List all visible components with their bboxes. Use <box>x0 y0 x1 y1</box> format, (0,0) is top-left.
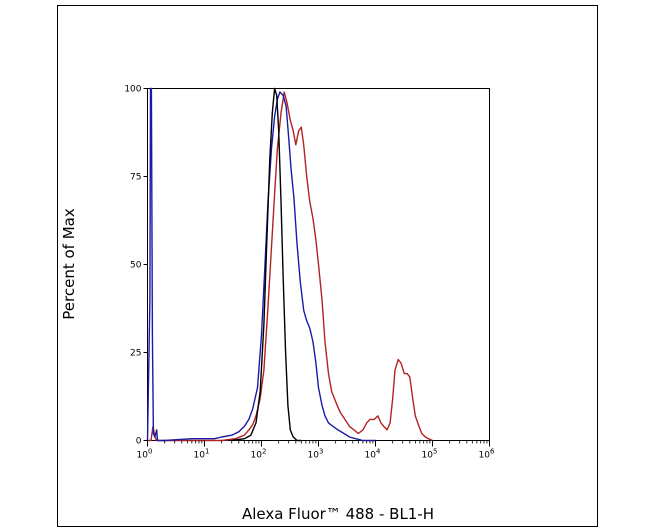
x-tick-label: 101 <box>194 448 210 461</box>
y-tick-label: 100 <box>124 85 141 95</box>
x-axis-ticks: 100 101 102 103 104 105 106 <box>137 440 495 461</box>
series-line-2 <box>231 87 302 442</box>
y-tick-label: 0 <box>136 437 142 447</box>
series-line-0 <box>147 91 433 442</box>
series-line-1 <box>146 87 376 442</box>
x-tick-label: 102 <box>251 448 267 461</box>
x-tick-label: 100 <box>137 448 153 461</box>
x-tick-label: 104 <box>365 448 381 461</box>
y-tick-label: 25 <box>130 349 141 359</box>
y-axis-title: Percent of Max <box>60 208 78 320</box>
x-tick-label: 103 <box>308 448 324 461</box>
x-tick-label: 105 <box>422 448 438 461</box>
y-axis-ticks: 0 25 50 75 100 <box>124 85 148 447</box>
y-tick-label: 50 <box>130 261 142 271</box>
x-tick-label: 106 <box>479 448 495 461</box>
y-tick-label: 75 <box>130 173 141 183</box>
flow-histogram-chart: 0 25 50 75 100 100 101 102 103 104 105 106 Percent… <box>60 85 495 524</box>
x-axis-title: Alexa Fluor™ 488 - BL1-H <box>242 505 434 523</box>
chart-frame: 0 25 50 75 100 100 101 102 103 104 105 106 Percent… <box>57 5 598 527</box>
series-lines <box>146 87 433 442</box>
